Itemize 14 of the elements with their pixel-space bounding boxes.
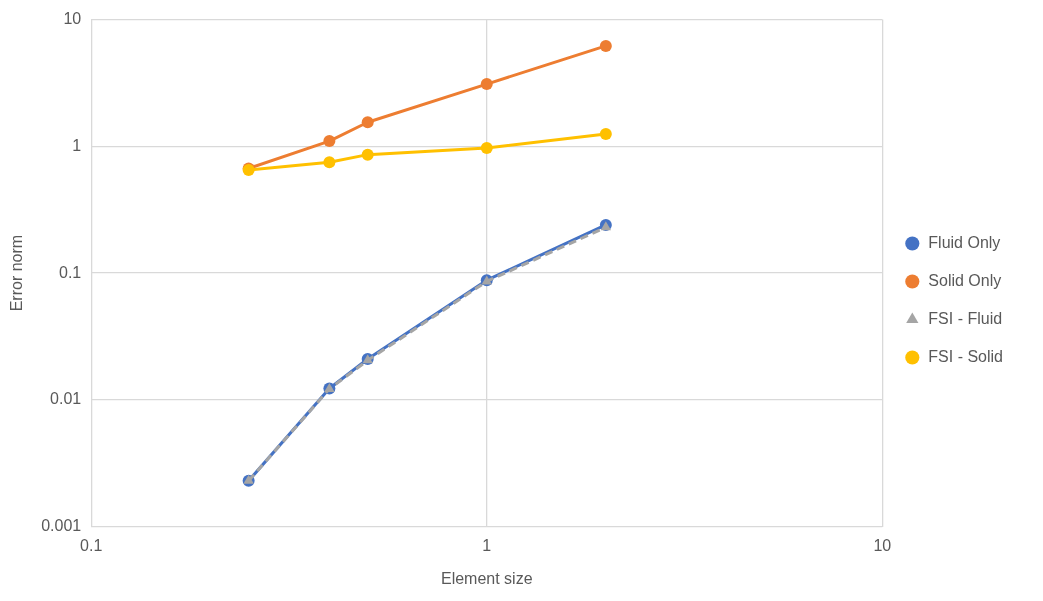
y-axis-title: Error norm	[8, 234, 26, 312]
x-tick-label: 10	[873, 536, 892, 554]
y-tick-label: 0.1	[58, 263, 82, 281]
legend-label: Solid Only	[928, 271, 1002, 289]
y-tick-label: 0.001	[41, 517, 82, 535]
legend-label: Fluid Only	[928, 233, 1001, 251]
x-tick-label: 1	[482, 536, 492, 554]
x-axis-title: Element size	[440, 569, 533, 587]
y-tick-label: 10	[63, 10, 82, 28]
y-tick-label: 1	[72, 136, 82, 154]
y-tick-label: 0.01	[50, 390, 82, 408]
legend-label: FSI - Fluid	[928, 309, 1003, 327]
x-tick-label: 0.1	[80, 536, 103, 554]
legend-label: FSI - Solid	[928, 347, 1003, 365]
